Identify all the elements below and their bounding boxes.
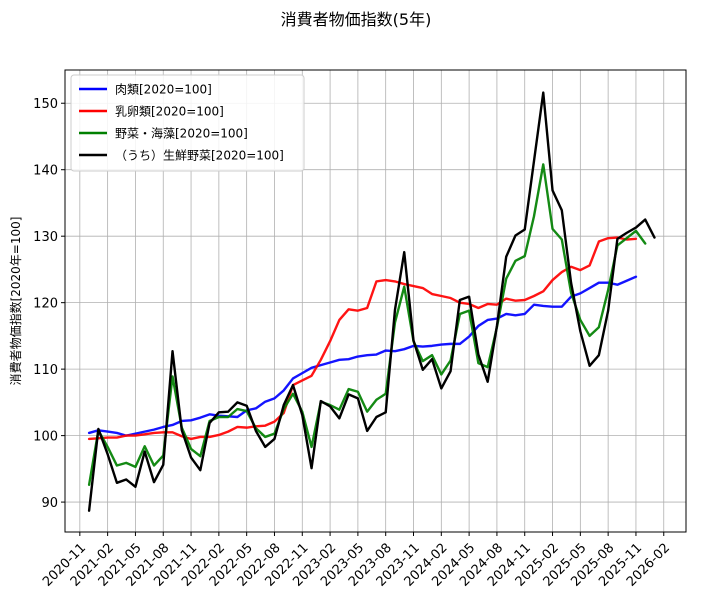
y-tick-label: 150 — [33, 97, 58, 112]
y-tick-label: 140 — [33, 164, 58, 179]
legend: 肉類[2020=100] 乳卵類[2020=100] 野菜・海藻[2020=100]… — [70, 74, 305, 172]
y-axis-label: 消費者物価指数[2020年=100] — [8, 217, 23, 386]
legend-label: 野菜・海藻[2020=100] — [115, 126, 248, 141]
series-layer — [87, 91, 656, 512]
legend-label: 乳卵類[2020=100] — [115, 105, 224, 119]
chart-title: 消費者物価指数(5年) — [281, 10, 432, 29]
series-line-2 — [87, 236, 638, 441]
legend-box — [70, 74, 305, 172]
y-tick-label: 120 — [33, 297, 58, 312]
legend-label: （うち）生鮮野菜[2020=100] — [115, 149, 284, 163]
y-tick-label: 130 — [33, 230, 58, 245]
legend-label: 肉類[2020=100] — [115, 83, 212, 97]
y-tick-label: 100 — [33, 430, 58, 445]
y-tick-label: 90 — [41, 496, 58, 511]
plot-frame — [64, 69, 687, 533]
series-line-4 — [87, 91, 656, 512]
y-tick-label: 110 — [33, 363, 58, 378]
